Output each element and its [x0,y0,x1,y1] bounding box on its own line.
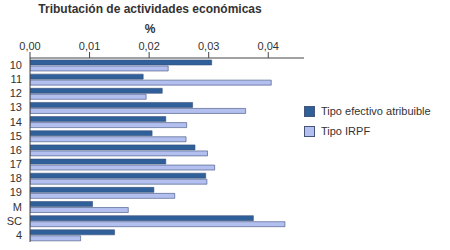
svg-text:0,00: 0,00 [19,40,40,52]
html-text:Tipo efectivo atribuible: Tipo efectivo atribuible [321,105,431,117]
svg-text:0,01: 0,01 [79,40,100,52]
html-text:Tipo IRPF: Tipo IRPF [321,125,371,137]
svg-text:0,03: 0,03 [198,40,219,52]
html-text:Tributación de actividades eco: Tributación de actividades económicas [38,2,262,16]
svg-text:11: 11 [11,73,22,85]
svg-text:SC: SC [8,215,22,227]
svg-text:M: M [13,201,22,213]
svg-text:12: 12 [10,87,22,99]
svg-text:18: 18 [10,172,22,184]
svg-text:17: 17 [10,158,22,170]
svg-text:14: 14 [10,116,22,128]
svg-text:4: 4 [16,229,22,241]
svg-text:19: 19 [10,186,22,198]
svg-text:0,04: 0,04 [258,40,279,52]
svg-text:16: 16 [10,144,22,156]
svg-text:13: 13 [10,101,22,113]
svg-text:0,02: 0,02 [138,40,159,52]
svg-text:10: 10 [10,59,22,71]
svg-text:15: 15 [10,130,22,142]
